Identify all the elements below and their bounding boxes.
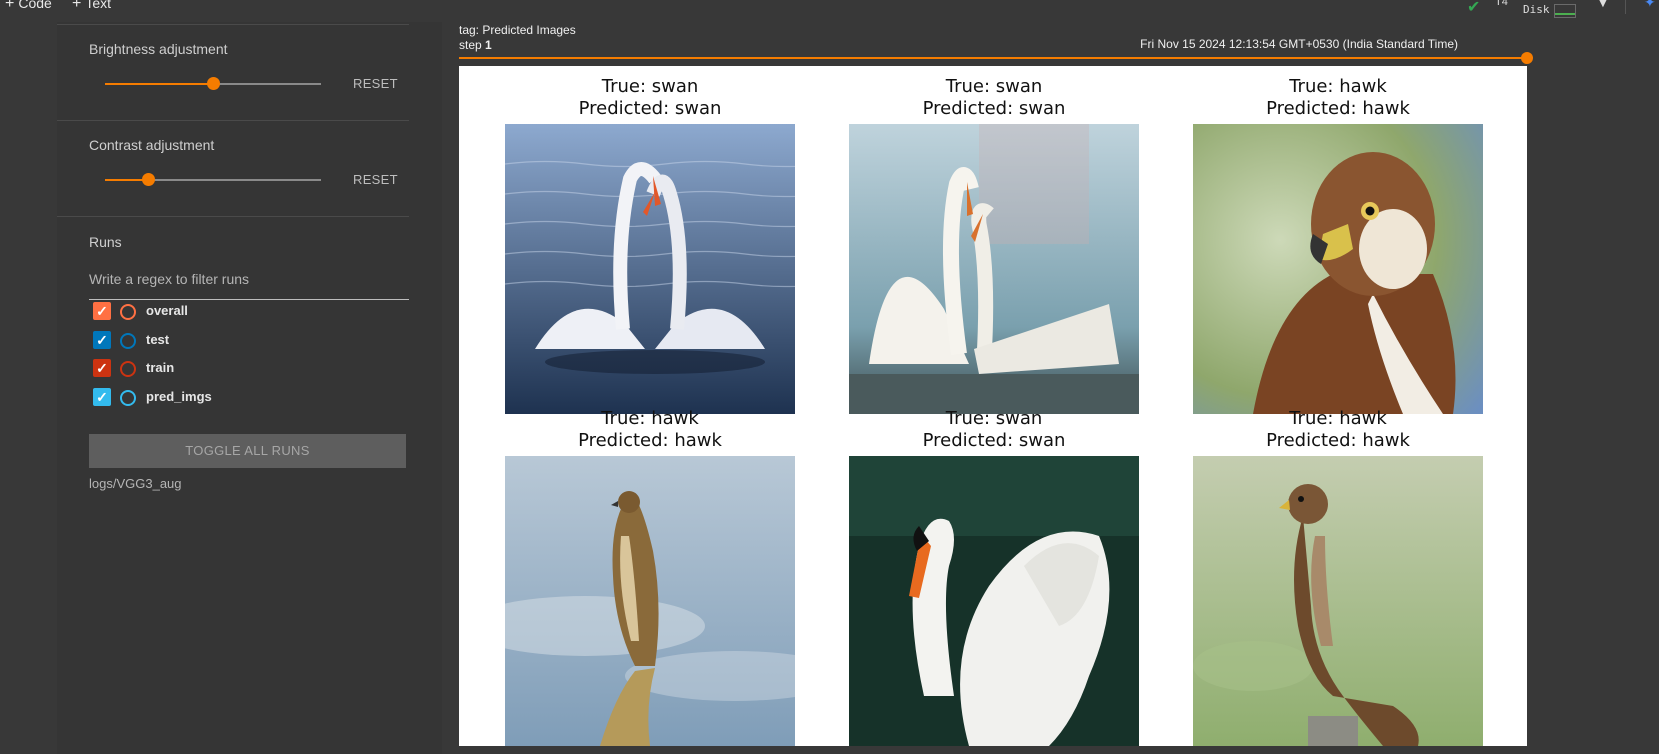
true-label: True: swan [945, 76, 1043, 97]
predicted-label: Predicted: hawk [578, 430, 722, 451]
brightness-slider-fill [105, 83, 213, 85]
colab-toolbar: + Code + Text ✔ T4 Disk ▼ ✦ [0, 0, 1659, 22]
contrast-slider-thumb[interactable] [142, 173, 156, 186]
add-code-button[interactable]: + Code [5, 0, 52, 13]
predictions-image: True: swan Predicted: swan [459, 66, 1527, 746]
runs-title: Runs [89, 234, 122, 250]
sparkle-icon[interactable]: ✦ [1644, 0, 1656, 10]
brightness-slider-thumb[interactable] [207, 77, 220, 90]
swan-image [849, 124, 1139, 414]
hawk-image [1193, 456, 1483, 746]
contrast-slider[interactable] [105, 173, 321, 186]
toolbar-divider [1625, 0, 1626, 14]
predicted-label: Predicted: hawk [1266, 430, 1410, 451]
swan-image [849, 456, 1139, 746]
section-divider [57, 24, 409, 25]
run-checkbox[interactable]: ✓ [93, 359, 111, 377]
contrast-title: Contrast adjustment [89, 137, 215, 153]
toggle-all-runs-button[interactable]: TOGGLE ALL RUNS [89, 434, 406, 468]
plus-icon: + [5, 0, 15, 12]
brightness-title: Brightness adjustment [89, 41, 228, 57]
check-icon: ✔ [1467, 0, 1481, 16]
true-label: True: hawk [1289, 408, 1387, 429]
run-label: test [146, 331, 170, 347]
tag-label: tag: Predicted Images [459, 23, 576, 37]
predicted-label: Predicted: swan [922, 98, 1066, 119]
contrast-slider-fill [105, 179, 149, 181]
hawk-image [505, 456, 795, 746]
add-text-button[interactable]: + Text [72, 0, 111, 13]
plus-icon: + [72, 0, 82, 12]
hawk-image [1193, 124, 1483, 414]
disk-usage-bar [1554, 4, 1576, 18]
step-slider[interactable] [459, 52, 1533, 64]
run-checkbox[interactable]: ✓ [93, 330, 111, 349]
true-label: True: swan [601, 76, 699, 97]
run-color-swatch[interactable] [120, 389, 136, 406]
tensorboard-sidebar: Brightness adjustment RESET Contrast adj… [57, 22, 444, 754]
swan-image [505, 124, 795, 414]
true-label: True: swan [945, 408, 1043, 429]
brightness-slider[interactable] [105, 77, 321, 90]
run-label: train [146, 360, 175, 375]
ram-label[interactable]: T4 [1495, 0, 1508, 8]
true-label: True: hawk [601, 408, 699, 429]
image-card: tag: Predicted Images step 1 Fri Nov 15 … [442, 22, 1659, 754]
run-color-swatch[interactable] [120, 332, 136, 349]
run-label: overall [146, 303, 188, 318]
section-divider [57, 120, 409, 121]
logdir-label: logs/VGG3_aug [89, 476, 182, 491]
predicted-label: Predicted: swan [578, 98, 722, 119]
step-slider-thumb[interactable] [1521, 52, 1533, 64]
run-filter-input[interactable]: Write a regex to filter runs [89, 271, 409, 300]
cell-gutter [0, 22, 57, 754]
section-divider [57, 216, 409, 217]
predicted-label: Predicted: hawk [1266, 98, 1410, 119]
true-label: True: hawk [1289, 76, 1387, 97]
run-label: pred_imgs [146, 388, 212, 404]
predicted-label: Predicted: swan [922, 430, 1066, 451]
run-checkbox[interactable]: ✓ [93, 302, 111, 320]
run-checkbox[interactable]: ✓ [93, 387, 111, 406]
step-label: step 1 [459, 38, 492, 52]
run-color-swatch[interactable] [120, 304, 136, 320]
timestamp: Fri Nov 15 2024 12:13:54 GMT+0530 (India… [1140, 37, 1458, 51]
run-color-swatch[interactable] [120, 361, 136, 377]
chevron-down-icon[interactable]: ▼ [1596, 0, 1610, 10]
brightness-reset-button[interactable]: RESET [353, 76, 398, 91]
disk-label[interactable]: Disk [1523, 3, 1550, 16]
contrast-reset-button[interactable]: RESET [353, 172, 398, 187]
